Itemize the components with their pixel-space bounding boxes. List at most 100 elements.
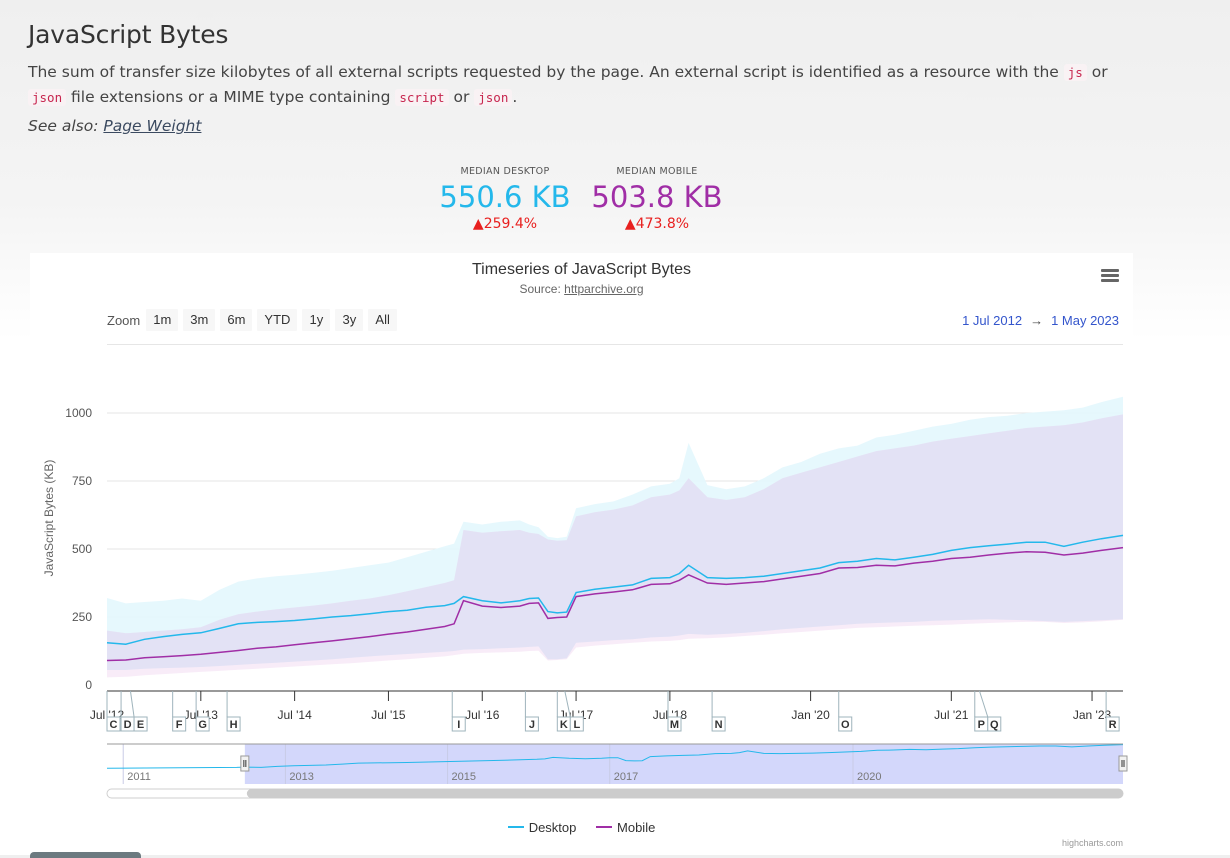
flag-label: N — [715, 719, 723, 731]
range-arrow-icon: → — [1030, 313, 1044, 328]
flag-box — [172, 716, 187, 732]
x-tick-label: Jul '16 — [465, 708, 500, 722]
navigator-right-handle[interactable] — [1118, 755, 1128, 772]
flag-label: J — [529, 719, 535, 731]
desktop-data-point — [238, 623, 240, 625]
mobile-data-point — [369, 636, 371, 638]
event-flag[interactable]: E — [133, 716, 148, 732]
desktop-data-point — [388, 611, 390, 613]
mobile-data-point — [256, 648, 258, 650]
event-flag[interactable]: N — [711, 716, 726, 732]
mobile-data-point — [988, 554, 990, 556]
x-tick-label: Jan '23 — [1073, 708, 1112, 722]
flag-label: R — [1109, 719, 1117, 731]
highcharts-credits[interactable]: highcharts.com — [1061, 838, 1123, 848]
mobile-data-point — [800, 575, 802, 577]
zoom-label: Zoom — [107, 312, 141, 328]
event-flag[interactable]: G — [195, 716, 210, 732]
desktop-data-point — [575, 592, 577, 594]
httparchive-link[interactable]: httparchive.org — [564, 282, 644, 296]
event-flag[interactable]: C — [106, 716, 121, 732]
page-weight-link[interactable]: Page Weight — [103, 117, 202, 135]
desktop-data-point — [425, 606, 427, 608]
event-flag[interactable]: K — [556, 716, 571, 732]
desktop-data-point — [1122, 535, 1124, 537]
desktop-data-point — [256, 622, 258, 624]
navigator-left-handle[interactable] — [240, 755, 250, 772]
zoom-ytd-button[interactable]: YTD — [257, 309, 298, 331]
mobile-data-point — [951, 558, 953, 560]
zoom-all-button[interactable]: All — [368, 309, 397, 331]
desktop-data-point — [650, 578, 652, 580]
kpi-desktop-change: ▲259.4% — [472, 216, 538, 232]
mobile-data-point — [1122, 547, 1124, 549]
zoom-3m-button[interactable]: 3m — [183, 309, 216, 331]
legend-item-mobile[interactable]: Mobile — [596, 820, 655, 835]
desktop-data-point — [1044, 541, 1046, 543]
mobile-data-point — [219, 652, 221, 654]
hamburger-menu-icon[interactable] — [1101, 269, 1119, 285]
mobile-data-point — [913, 562, 915, 564]
event-flag[interactable]: I — [451, 716, 466, 732]
legend-item-desktop[interactable]: Desktop — [507, 820, 576, 835]
flag-box — [195, 716, 210, 732]
flag-stem — [978, 690, 989, 718]
desktop-data-point — [444, 605, 446, 607]
event-flag[interactable]: M — [667, 716, 682, 732]
mobile-data-point — [406, 631, 408, 633]
range-from-input[interactable]: 1 Jul 2012 — [962, 313, 1023, 328]
x-tick-label: Jul '15 — [371, 708, 406, 722]
kpi-mobile-change: ▲473.8% — [624, 216, 690, 232]
desktop-data-point — [679, 573, 681, 575]
code-script: script — [395, 89, 449, 106]
scrollbar-thumb[interactable] — [246, 789, 1124, 798]
y-axis-title: JavaScript Bytes (KB) — [42, 460, 56, 577]
zoom-1y-button[interactable]: 1y — [302, 309, 331, 331]
range-to-input[interactable]: 1 May 2023 — [1051, 313, 1119, 328]
event-flag[interactable]: J — [524, 716, 539, 732]
mobile-data-point — [238, 650, 240, 652]
desktop-data-point — [969, 547, 971, 549]
zoom-3y-button[interactable]: 3y — [335, 309, 364, 331]
desktop-data-point — [538, 597, 540, 599]
desktop-data-point — [294, 620, 296, 622]
desktop-data-point — [200, 632, 202, 634]
partial-button[interactable] — [30, 852, 141, 858]
kpi-mobile: MEDIAN MOBILE 503.8 KB ▲473.8% — [577, 166, 737, 232]
navigator-tick-label: 2017 — [614, 771, 638, 783]
event-flag[interactable]: D — [120, 716, 135, 732]
zoom-1m-button[interactable]: 1m — [146, 309, 179, 331]
event-flag[interactable]: L — [569, 716, 584, 732]
mobile-data-point — [1007, 552, 1009, 554]
desktop-data-point — [819, 567, 821, 569]
mobile-data-point — [838, 567, 840, 569]
flag-box — [133, 716, 148, 732]
date-range: 1 Jul 2012 → 1 May 2023 — [962, 313, 1119, 328]
code-json: json — [474, 89, 513, 106]
event-flag[interactable]: H — [226, 716, 241, 732]
desktop-data-point — [500, 602, 502, 604]
chart-subtitle: Source: httparchive.org — [30, 282, 1133, 296]
y-tick-label: 250 — [72, 610, 92, 624]
event-flag[interactable]: F — [172, 716, 187, 732]
event-flag[interactable]: R — [1105, 716, 1120, 732]
mobile-data-point — [1026, 551, 1028, 553]
mobile-data-point — [557, 617, 559, 619]
desktop-data-point — [106, 642, 108, 644]
mobile-data-point — [1082, 552, 1084, 554]
event-flag[interactable]: Q — [987, 716, 1002, 732]
desktop-data-point — [1007, 543, 1009, 545]
flag-box — [524, 716, 539, 732]
desktop-data-point — [932, 554, 934, 556]
flag-label: G — [198, 719, 207, 731]
chart-title: Timeseries of JavaScript Bytes — [471, 261, 692, 278]
mobile-data-point — [857, 567, 859, 569]
zoom-6m-button[interactable]: 6m — [220, 309, 253, 331]
flag-label: D — [124, 719, 132, 731]
mobile-data-point — [547, 618, 549, 620]
event-flag[interactable]: O — [838, 716, 853, 732]
mobile-swatch-icon — [596, 826, 613, 828]
navigator-series-line — [106, 744, 1124, 769]
mobile-data-point — [125, 659, 127, 661]
event-flag[interactable]: P — [974, 716, 989, 732]
